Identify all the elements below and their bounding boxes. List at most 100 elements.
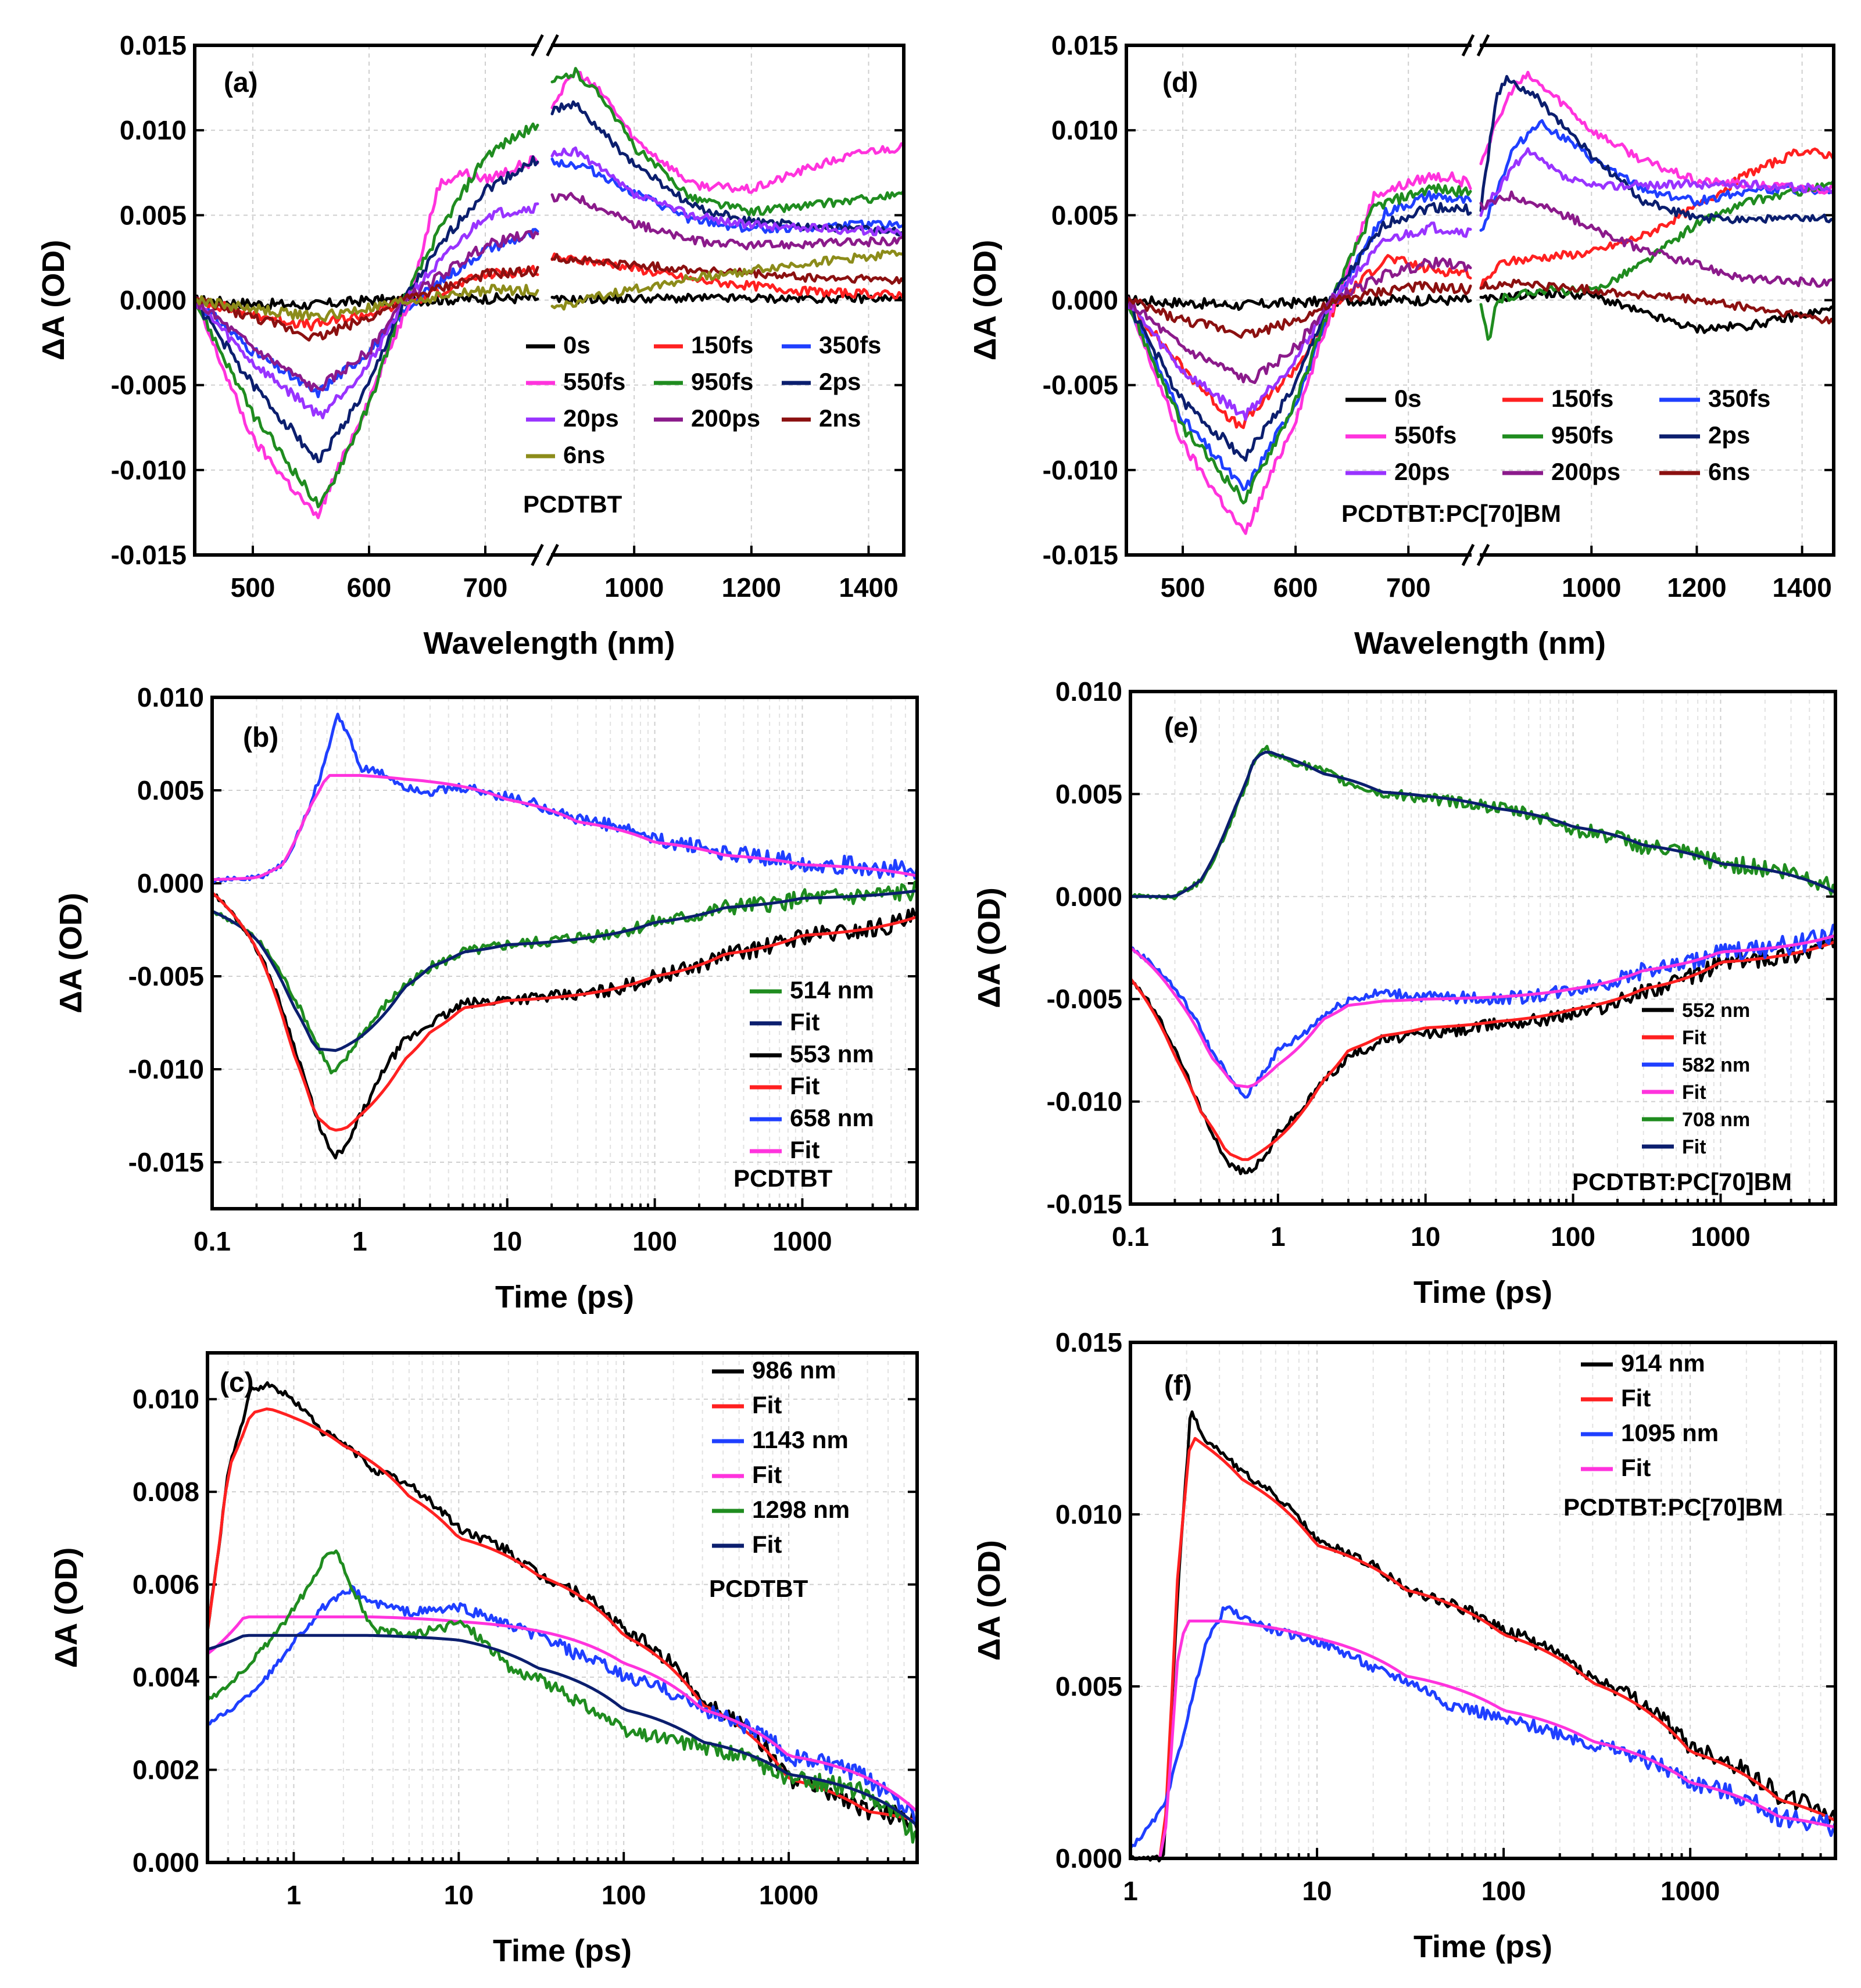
- series-0s: [1125, 288, 1835, 334]
- x-tick-label: 100: [1481, 1876, 1526, 1906]
- y-tick-label: -0.015: [128, 1147, 204, 1177]
- legend-label: 350fs: [819, 331, 881, 359]
- legend-label: 6ns: [563, 441, 605, 468]
- legend-label: Fit: [790, 1072, 819, 1099]
- series-2ps: [193, 100, 906, 464]
- series-line-data: [206, 1549, 919, 1844]
- legend-item: Fit: [712, 1461, 782, 1488]
- legend-label: Fit: [1682, 1081, 1706, 1104]
- x-tick-label: 1400: [1772, 572, 1831, 603]
- x-tick-label: 500: [231, 572, 275, 603]
- legend-label: 1143 nm: [752, 1426, 849, 1453]
- y-tick-label: -0.010: [111, 455, 187, 485]
- series-line-nir: [550, 192, 906, 250]
- legend-label: 2ns: [819, 404, 861, 432]
- x-tick-label: 700: [463, 572, 508, 603]
- series-line-nir: [1479, 147, 1835, 290]
- x-axis-label: Time (ps): [495, 1280, 634, 1314]
- legend-label: 950fs: [1551, 421, 1613, 449]
- y-tick-label: -0.015: [1047, 1189, 1122, 1219]
- y-axis-label: ΔA (OD): [36, 240, 71, 361]
- series-line-data: [210, 891, 919, 1160]
- y-tick-label: -0.010: [128, 1054, 204, 1084]
- series-line-fit: [1129, 750, 1837, 898]
- legend-item: 1095 nm: [1581, 1419, 1719, 1446]
- y-tick-label: -0.015: [111, 540, 187, 570]
- legend-item: 0s: [526, 331, 590, 359]
- legend-item: 914 nm: [1581, 1349, 1705, 1377]
- legend-label: Fit: [790, 1136, 819, 1163]
- series-line-fit: [210, 773, 919, 882]
- series-line-fit: [1129, 1437, 1837, 1860]
- x-axis-label: Time (ps): [493, 1933, 632, 1968]
- series-line-nir: [550, 292, 906, 305]
- series-line-nir: [550, 146, 906, 237]
- legend: 914 nm Fit 1095 nm Fit: [1581, 1349, 1719, 1481]
- y-tick-label: 0.002: [133, 1755, 199, 1785]
- axis-break-gap-top: [1472, 34, 1480, 57]
- y-tick-label: 0.005: [1055, 779, 1122, 809]
- x-tick-label: 600: [347, 572, 392, 603]
- y-tick-label: 0.000: [1055, 1843, 1122, 1874]
- legend-label: 914 nm: [1621, 1349, 1705, 1377]
- y-tick-label: 0.008: [133, 1477, 199, 1507]
- legend-item: Fit: [1581, 1454, 1651, 1481]
- legend-label: 582 nm: [1682, 1054, 1750, 1076]
- x-tick-label: 1000: [604, 572, 664, 603]
- series-550fs: [193, 69, 906, 520]
- x-tick-label: 1000: [1562, 572, 1621, 603]
- series-line-data: [1129, 1605, 1837, 1850]
- sample-annotation: PCDTBT: [523, 490, 622, 518]
- legend-item: Fit: [712, 1391, 782, 1419]
- plot-frame: [210, 696, 919, 1210]
- legend-item: Fit: [750, 1136, 819, 1163]
- series-line-nir: [550, 253, 906, 285]
- y-tick-label: -0.010: [1043, 455, 1118, 485]
- series-line-visible: [193, 155, 539, 520]
- series-line-nir: [550, 157, 906, 234]
- series-line-nir: [550, 69, 906, 194]
- legend-item: 350fs: [782, 331, 881, 359]
- legend-label: 708 nm: [1682, 1109, 1750, 1131]
- series-200ps: [1125, 190, 1835, 384]
- legend-item: 986 nm: [712, 1356, 836, 1384]
- legend-item: 0s: [1345, 385, 1422, 412]
- sample-annotation: PCDTBT: [709, 1575, 808, 1602]
- x-tick-label: 1: [287, 1880, 302, 1910]
- axis-break-mark: [546, 543, 559, 567]
- x-tick-label: 1200: [1667, 572, 1726, 603]
- axis-break-mark: [546, 34, 559, 57]
- legend-item: Fit: [750, 1072, 819, 1099]
- y-tick-label: 0.005: [1051, 200, 1118, 230]
- series-line-fit: [210, 889, 919, 1052]
- y-tick-label: 0.010: [120, 115, 187, 145]
- legend-item: Fit: [1642, 1027, 1706, 1049]
- axis-break-mark: [1461, 34, 1475, 57]
- panel-e: -0.015 -0.010 -0.005 0.000 0.005 0.010 ΔA (OD)…: [972, 676, 1837, 1310]
- series-line-visible: [1125, 293, 1472, 311]
- legend-item: 950fs: [654, 368, 753, 395]
- axis-break-gap: [1472, 543, 1480, 567]
- legend-label: 20ps: [563, 404, 619, 432]
- y-tick-label: 0.010: [137, 682, 204, 712]
- x-tick-label: 10: [1411, 1222, 1440, 1252]
- series-6ns: [1125, 278, 1835, 339]
- y-tick-label: 0.010: [1051, 115, 1118, 145]
- legend-label: Fit: [752, 1461, 782, 1488]
- panel-label: (f): [1164, 1370, 1192, 1401]
- legend-label: 0s: [563, 331, 590, 359]
- panel-label: (b): [243, 722, 278, 753]
- legend-label: 2ps: [819, 368, 861, 395]
- legend-item: 150fs: [654, 331, 753, 359]
- x-tick-label: 10: [492, 1226, 522, 1256]
- legend-item: 950fs: [1502, 421, 1613, 449]
- x-tick-label: 100: [1551, 1222, 1595, 1252]
- legend-label: Fit: [1621, 1454, 1651, 1481]
- legend-item: 708 nm: [1642, 1109, 1750, 1131]
- series-line-nir: [1479, 70, 1835, 195]
- legend-label: 150fs: [691, 331, 753, 359]
- legend-label: Fit: [752, 1391, 782, 1419]
- y-tick-label: 0.005: [137, 775, 204, 805]
- legend: 0s 150fs 350fs 550fs 950fs 2ps 20ps 200ps 2ns 6ns: [526, 331, 881, 468]
